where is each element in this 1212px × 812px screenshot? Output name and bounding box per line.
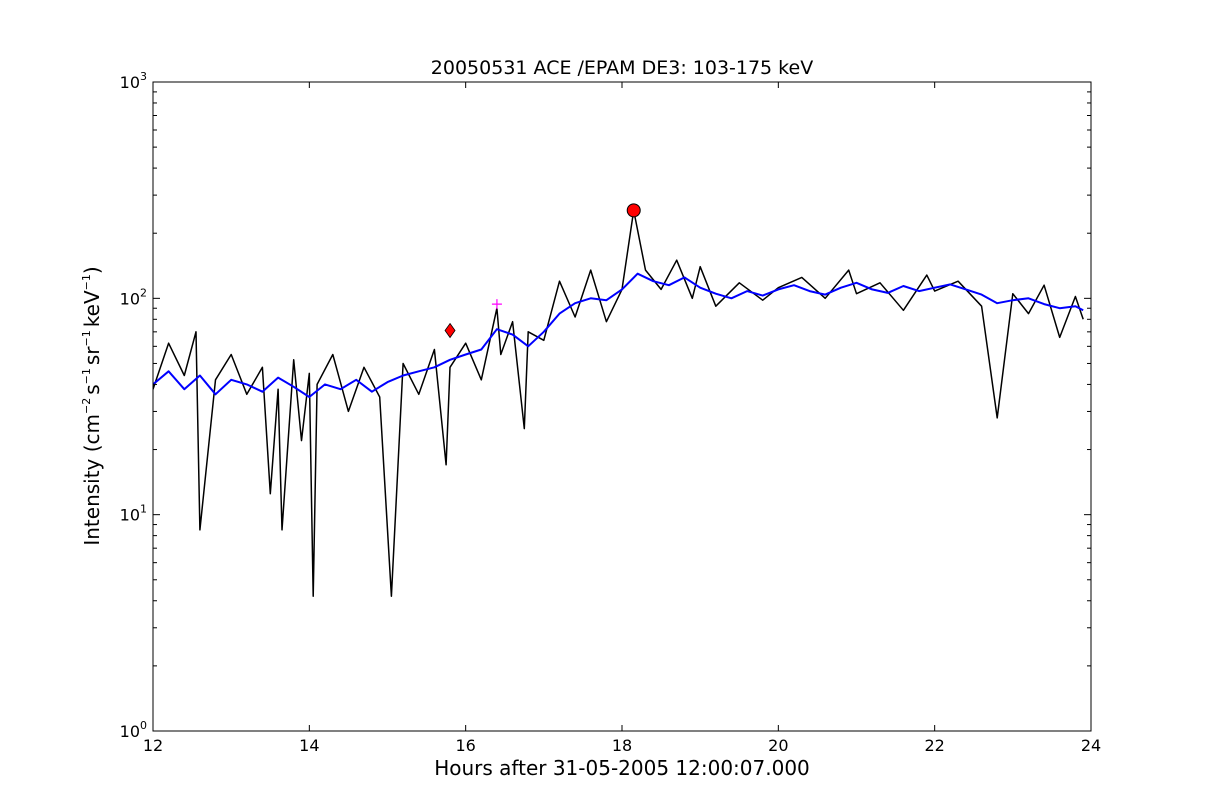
marker-diamond bbox=[444, 322, 456, 339]
y-label-suffix: ) bbox=[80, 266, 104, 274]
series-line-2 bbox=[153, 272, 1084, 398]
series-line-1 bbox=[153, 209, 1084, 597]
tick-layer: 12 14 16 18 20 22 24 100 101 102 103 bbox=[120, 70, 1102, 755]
x-tick-label: 14 bbox=[299, 736, 319, 755]
y-label-part2: s bbox=[80, 384, 104, 394]
y-label-part4: keV bbox=[80, 290, 104, 327]
chart-title: 20050531 ACE /EPAM DE3: 103-175 keV bbox=[431, 57, 813, 79]
series-layer bbox=[153, 209, 1084, 597]
x-tick-label: 24 bbox=[1081, 736, 1101, 755]
y-label-exp2: −1 bbox=[80, 368, 93, 384]
y-tick-label: 102 bbox=[120, 286, 147, 308]
x-tick-label: 22 bbox=[924, 736, 944, 755]
y-axis-label: Intensity (cm−2s−1sr−1keV−1) bbox=[80, 266, 104, 545]
y-label-part3: sr bbox=[80, 346, 104, 365]
marker-plus bbox=[491, 299, 502, 310]
x-tick-label: 16 bbox=[455, 736, 475, 755]
y-tick-label: 100 bbox=[120, 719, 147, 741]
y-tick-label: 103 bbox=[120, 70, 147, 92]
marker-layer bbox=[444, 203, 641, 339]
svg-text:Intensity (cm−2s−1sr−1keV−1): Intensity (cm−2s−1sr−1keV−1) bbox=[80, 266, 104, 545]
y-tick-label: 101 bbox=[120, 503, 147, 525]
y-label-exp1: −2 bbox=[80, 398, 93, 414]
x-tick-label: 18 bbox=[612, 736, 632, 755]
marker-circle bbox=[626, 203, 641, 218]
y-label-exp4: −1 bbox=[80, 274, 93, 290]
x-axis-label: Hours after 31-05-2005 12:00:07.000 bbox=[434, 756, 810, 780]
y-label-prefix: Intensity (cm bbox=[80, 414, 104, 546]
y-label-exp3: −1 bbox=[80, 330, 93, 346]
x-tick-label: 20 bbox=[768, 736, 788, 755]
x-tick-label: 12 bbox=[143, 736, 163, 755]
